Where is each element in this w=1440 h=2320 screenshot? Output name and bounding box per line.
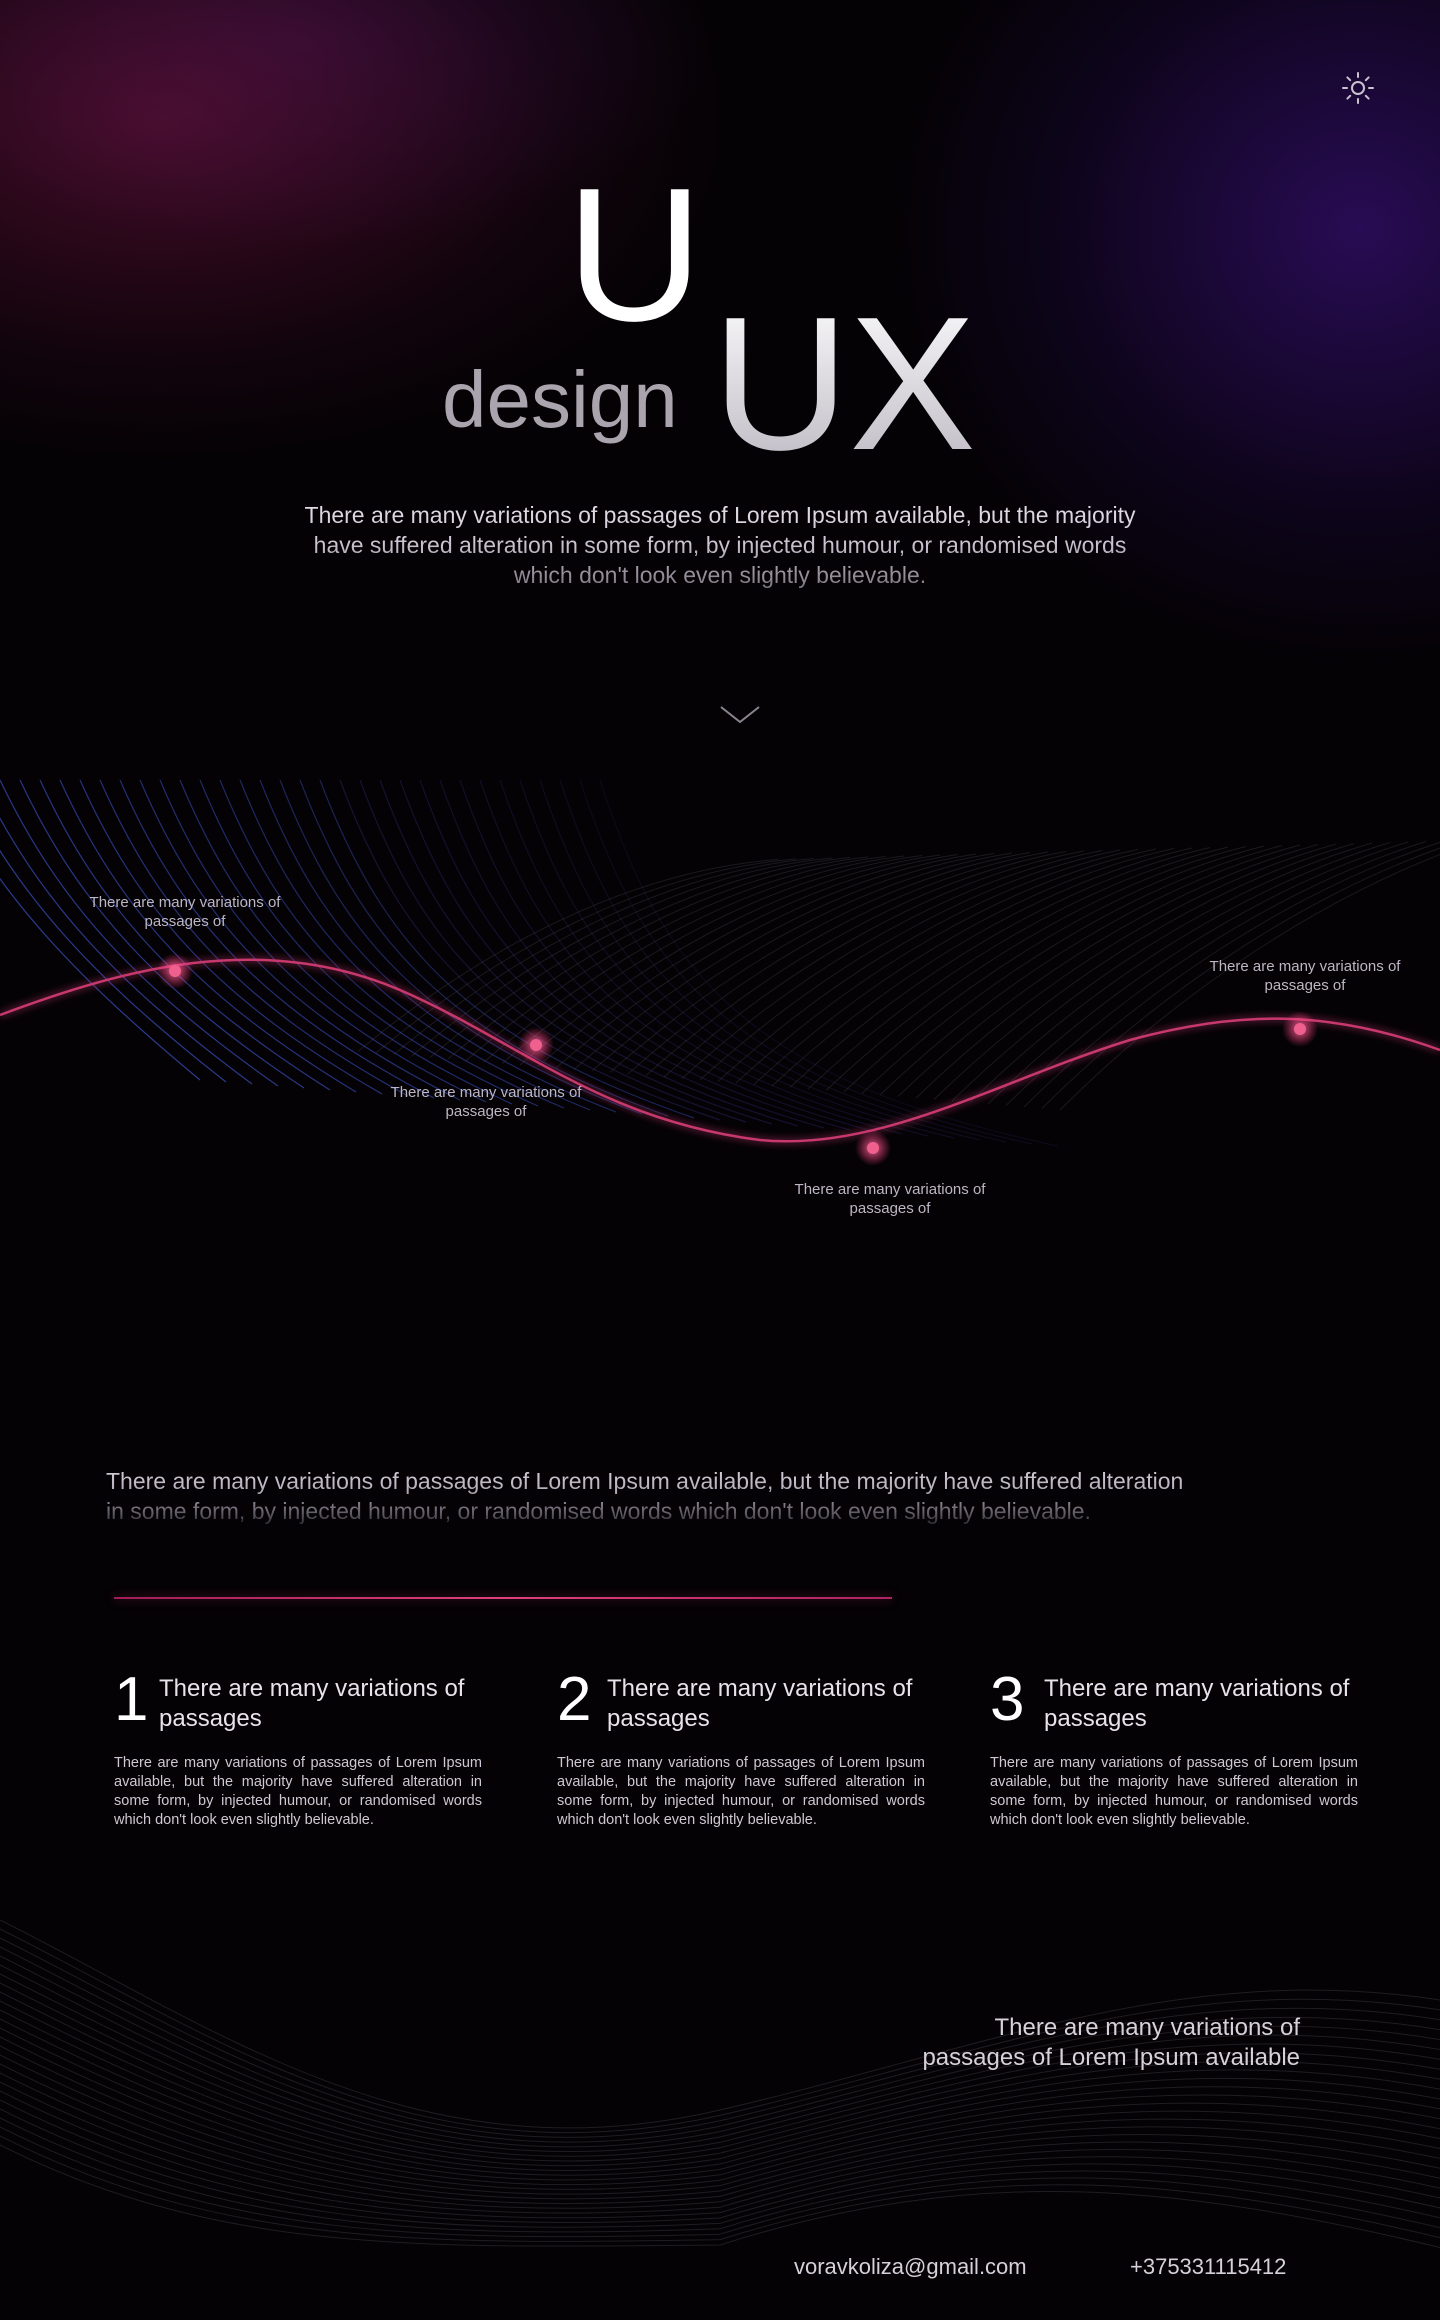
email-link[interactable]: voravkoliza@gmail.com: [794, 2254, 1027, 2279]
feature-title: There are many variations of passages: [1044, 1675, 1350, 1732]
feature-number: 2: [557, 1665, 592, 1734]
feature-number: 3: [990, 1665, 1025, 1734]
timeline-dot[interactable]: [518, 1027, 554, 1063]
feature-title: There are many variations of passages: [607, 1675, 913, 1732]
section-divider: [114, 1597, 892, 1599]
wave-graphic: [0, 780, 1440, 1166]
wave-label: There are many variations of passages of: [794, 1181, 986, 1217]
feature-body: There are many variations of passages of…: [557, 1755, 925, 1828]
feature-number: 1: [114, 1665, 149, 1734]
wave-label: There are many variations of passages of: [89, 894, 281, 930]
gear-icon[interactable]: [1338, 68, 1378, 108]
hero-description: There are many variations of passages of…: [300, 500, 1140, 590]
chevron-down-icon[interactable]: [718, 700, 762, 728]
wave-label: There are many variations of passages of: [390, 1084, 582, 1120]
uiux-design-logo: U UX design: [442, 165, 976, 465]
footer-tagline: There are many variations of passages of…: [922, 2014, 1300, 2071]
logo-letter-u-top: U: [566, 165, 703, 361]
timeline-dot[interactable]: [157, 953, 193, 989]
timeline-dot[interactable]: [1282, 1011, 1318, 1047]
feature-body: There are many variations of passages of…: [990, 1755, 1358, 1828]
bottom-wave-lines: [0, 1919, 1440, 2248]
timeline-dot[interactable]: [855, 1130, 891, 1166]
phone-link[interactable]: +375331115412: [1130, 2254, 1287, 2279]
feature-body: There are many variations of passages of…: [114, 1755, 482, 1828]
intro-text: There are many variations of passages of…: [106, 1466, 1206, 1526]
timeline-curve: [0, 958, 1440, 1143]
feature-title: There are many variations of passages: [159, 1675, 465, 1732]
logo-letters-ux: UX: [712, 278, 976, 465]
wave-label: There are many variations of passages of: [1209, 958, 1401, 994]
logo-word-design: design: [442, 355, 678, 444]
